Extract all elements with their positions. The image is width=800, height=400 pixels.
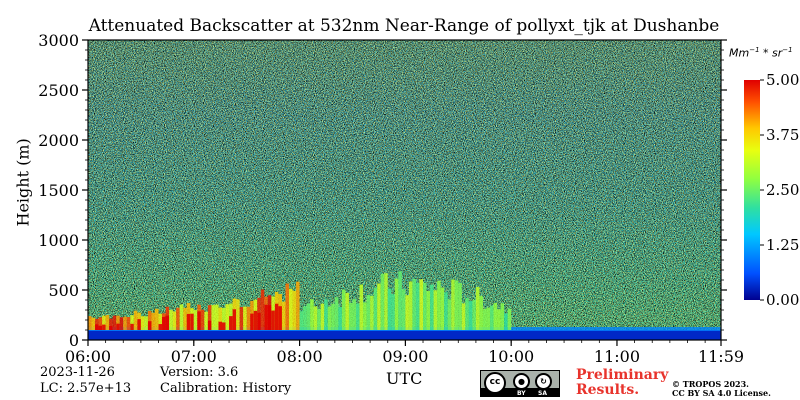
- by-icon: ●: [513, 373, 530, 390]
- sa-icon: ↻: [535, 373, 552, 390]
- measurement-date: 2023-11-26: [40, 365, 115, 380]
- cc-icon: cc: [484, 372, 506, 394]
- x-tick-label: 09:00: [382, 347, 428, 366]
- colorbar-tick-label: 5.00: [766, 71, 799, 89]
- y-tick-label: 1000: [38, 231, 79, 250]
- y-tick-label: 3000: [38, 31, 79, 50]
- lidar-constant: LC: 2.57e+13: [40, 381, 132, 396]
- y-tick-label: 2000: [38, 131, 79, 150]
- version-label: Version: 3.6: [160, 365, 239, 380]
- y-tick-label: 500: [48, 281, 79, 300]
- heatmap-area: [88, 40, 721, 340]
- colorbar-tick-label: 3.75: [766, 126, 799, 144]
- x-tick-label: 11:59: [698, 347, 744, 366]
- aerosol-layer-1: [88, 281, 300, 330]
- x-axis-label: UTC: [386, 369, 423, 388]
- colorbar-unit-label: Mm−1 * sr−1: [729, 46, 793, 60]
- x-tick-label: 10:00: [488, 347, 534, 366]
- calibration-label: Calibration: History: [160, 381, 292, 396]
- colorbar-tick-label: 2.50: [766, 181, 799, 199]
- x-tick-label: 07:00: [171, 347, 217, 366]
- y-tick-label: 0: [69, 331, 79, 350]
- copyright-notice: © TROPOS 2023. CC BY SA 4.0 License.: [672, 379, 771, 398]
- chart-title: Attenuated Backscatter at 532nm Near-Ran…: [88, 16, 720, 36]
- preliminary-notice: Preliminary Results.: [576, 367, 669, 398]
- aerosol-layer-2: [299, 271, 512, 330]
- x-tick-label: 11:00: [594, 347, 640, 366]
- cc-license-badge: cc ● ↻ BY SA: [480, 370, 560, 397]
- low-signal-band: [88, 330, 721, 340]
- x-tick-label: 08:00: [277, 347, 323, 366]
- y-tick-label: 1500: [38, 181, 79, 200]
- y-axis-label: Height (m): [13, 138, 33, 227]
- colorbar-tick-label: 0.00: [766, 291, 799, 309]
- colorbar: [744, 80, 760, 300]
- x-tick-label: 06:00: [65, 347, 111, 366]
- y-tick-label: 2500: [38, 81, 79, 100]
- colorbar-tick-label: 1.25: [766, 236, 799, 254]
